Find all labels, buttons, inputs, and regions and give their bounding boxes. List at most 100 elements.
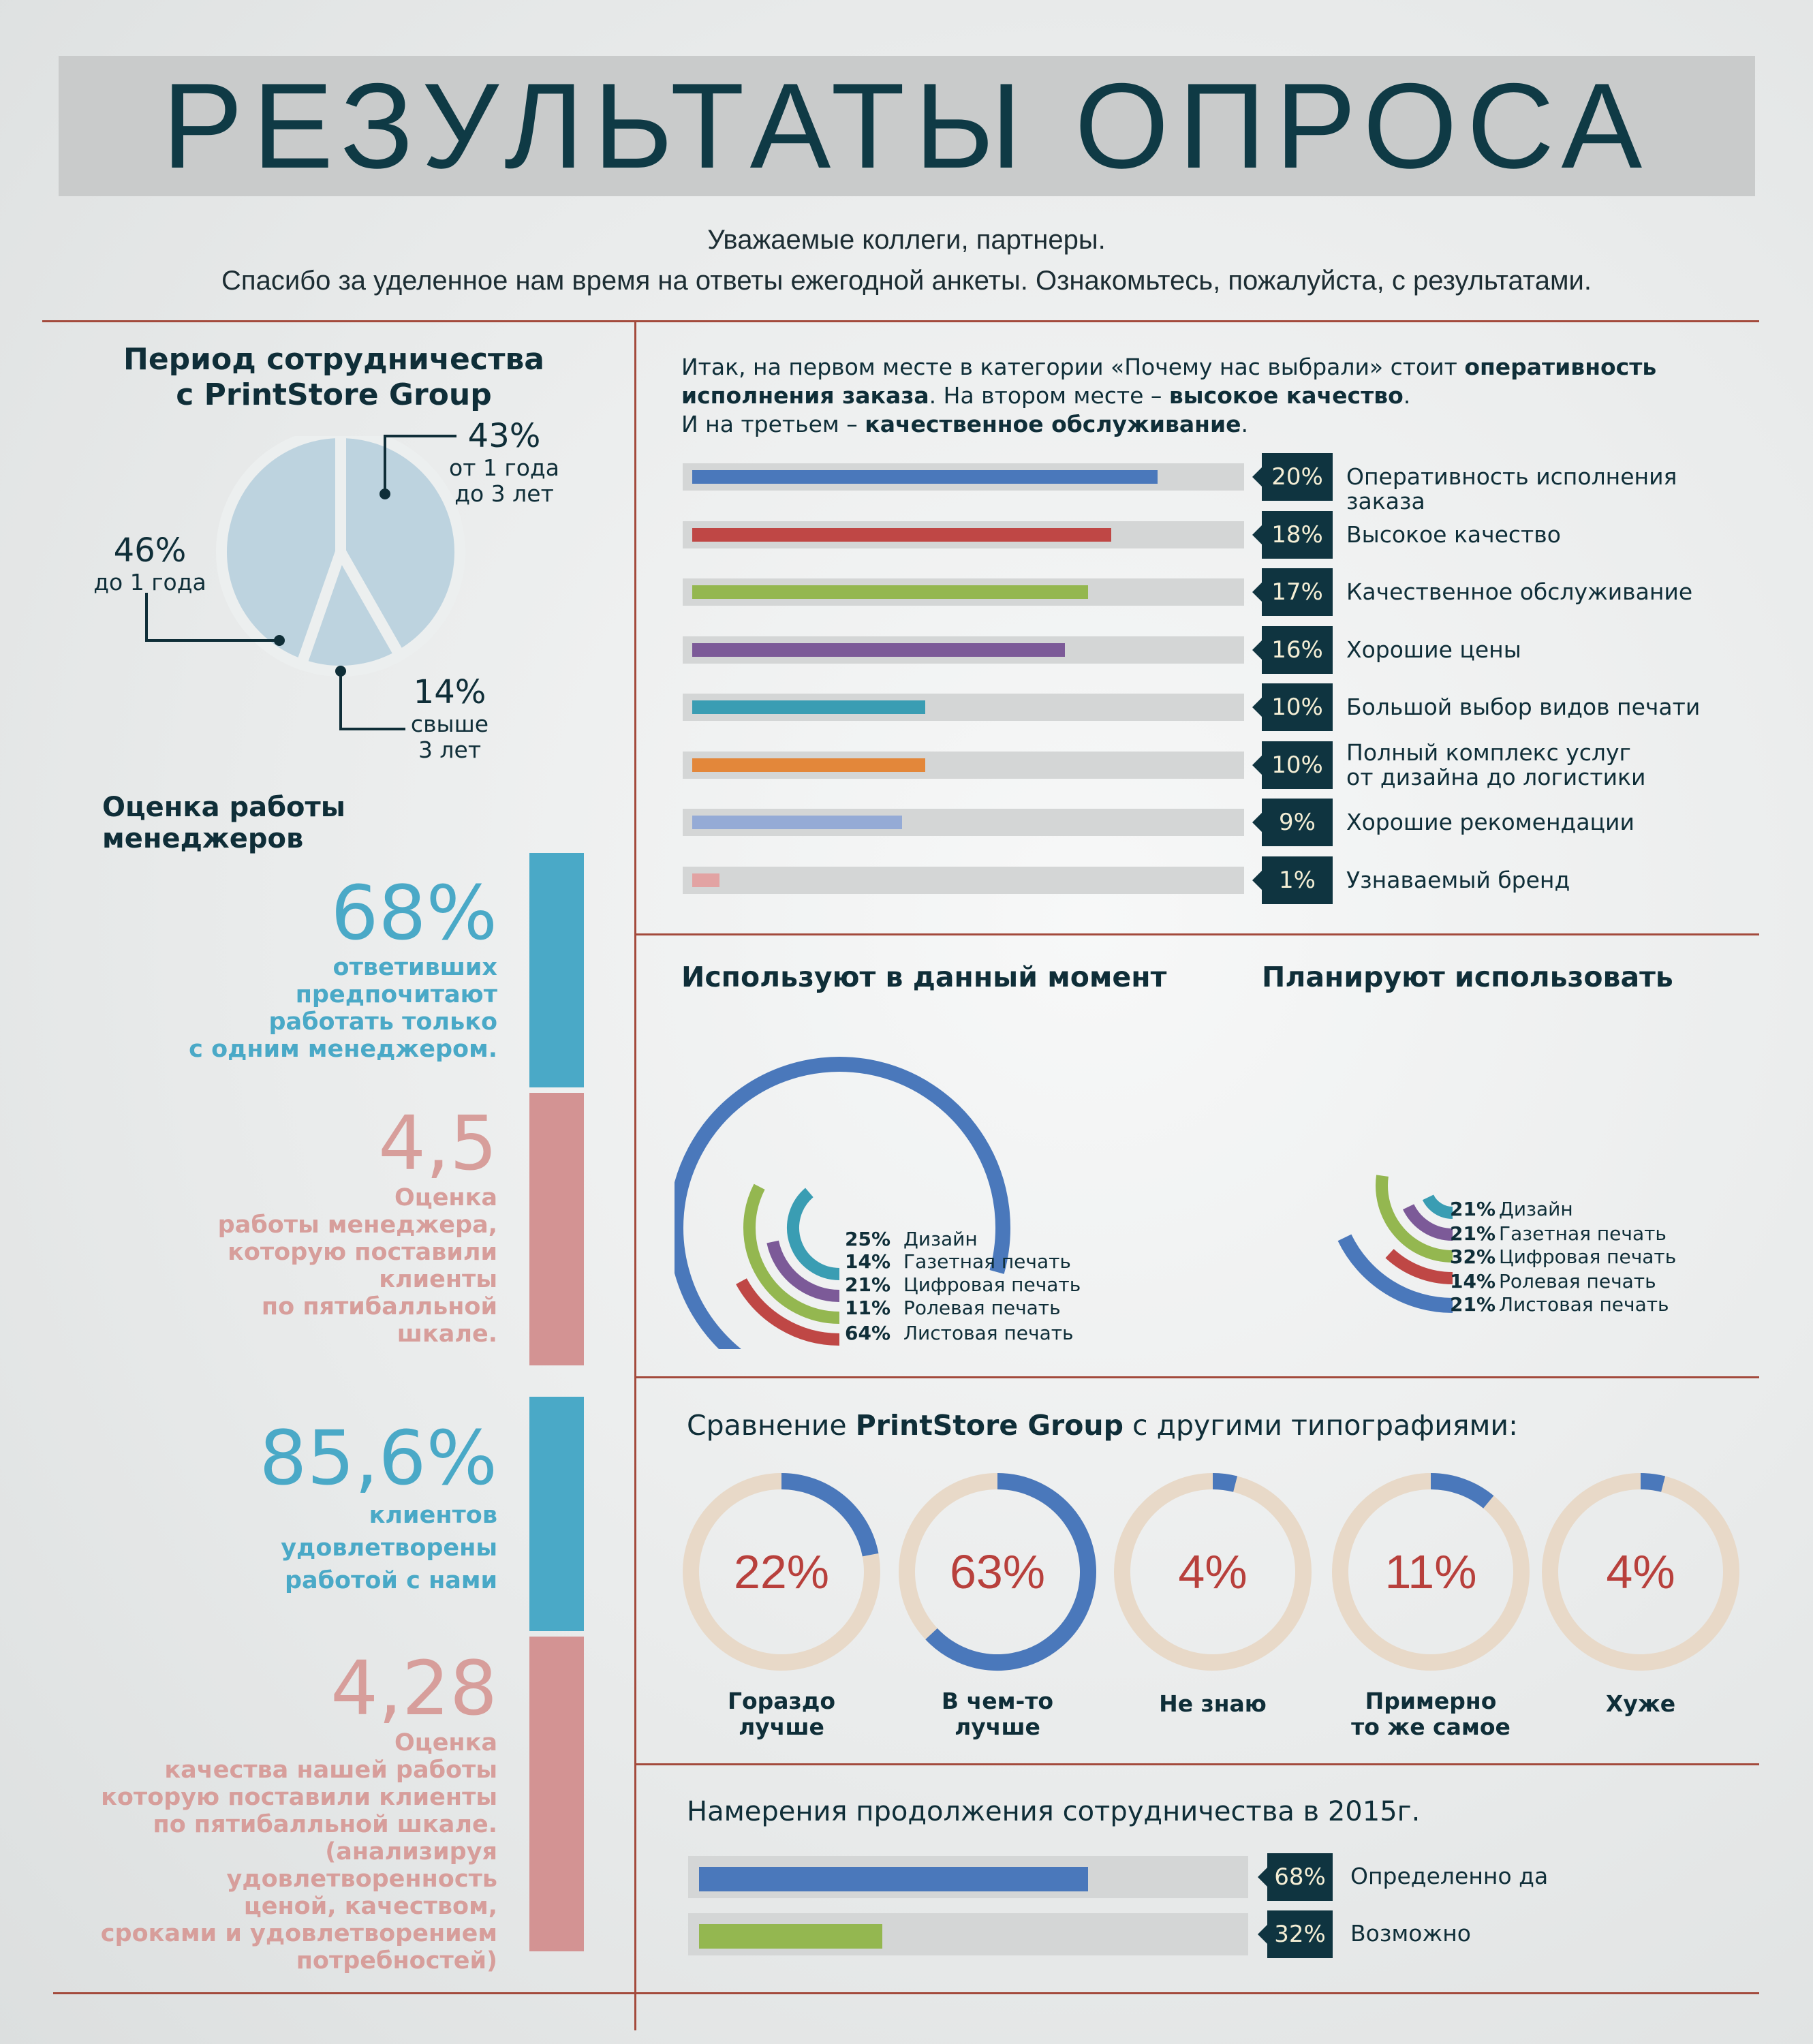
bar-label-line: Высокое качество (1346, 521, 1561, 548)
bar-label-line: Хорошие цены (1346, 636, 1521, 663)
why-text-a: Итак, на первом месте в категории «Почем… (681, 354, 1465, 380)
bar-label-line: Качественное обслуживание (1346, 578, 1693, 605)
stat-block-1: 68% ответивших предпочитают работать тол… (102, 872, 497, 1063)
planned-arc-value: 14% (1450, 1270, 1496, 1292)
compare-title-b: PrintStore Group (855, 1409, 1124, 1442)
stat-block-2: 4,5 Оценка работы менеджера, которую пос… (102, 1102, 497, 1348)
intent-tag-notch (1258, 1925, 1267, 1944)
compare-ring-pct: 63% (950, 1545, 1045, 1598)
current-arc-label: Дизайн (903, 1228, 978, 1250)
divider-bottom (53, 1992, 1759, 1994)
pie-text-46: до 1 года (93, 569, 206, 595)
compare-ring-label: Не знаю (1111, 1691, 1315, 1717)
compare-ring-pct: 22% (734, 1545, 829, 1598)
planned-arc-value: 32% (1450, 1245, 1496, 1268)
pie-text-14a: свыше (410, 711, 489, 737)
bar-value-tag: 17% (1262, 568, 1333, 616)
pie-label-46: 46% до 1 года (75, 531, 225, 595)
stat-block-3: 85,6% клиентов удовлетворены работой с н… (102, 1417, 497, 1597)
bar-label-line: Оперативность исполнения заказа (1346, 463, 1677, 514)
compare-ring-value (1212, 1473, 1238, 1492)
why-text-i: . (1241, 411, 1248, 437)
current-arc (787, 1188, 840, 1280)
intent-value-tag: 68% (1267, 1853, 1333, 1901)
bar-label: Качественное обслуживание (1346, 580, 1755, 604)
bar-label: Высокое качество (1346, 521, 1755, 548)
stat-desc-line: качества нашей работы (164, 1756, 497, 1784)
compare-chart: 22% 63% 4% 11% 4% (683, 1473, 1739, 1671)
stat-bar-1 (529, 853, 584, 1087)
bar-label: Полный комплекс услуг от дизайна до логис… (1346, 739, 1755, 790)
why-text-f: . (1403, 382, 1411, 409)
bar-label-line: Полный комплекс услуг (1346, 739, 1631, 766)
compare-ring-label: Гораздо лучше (679, 1688, 884, 1740)
why-text-g: И на третьем – (681, 411, 865, 437)
stat-desc-85-6: клиентов удовлетворены работой с нами (102, 1499, 497, 1597)
bar-tag-notch (1252, 583, 1262, 602)
compare-ring-label-line: то же самое (1351, 1714, 1510, 1740)
why-text-e: высокое качество (1168, 382, 1404, 409)
intent-bar-fill (699, 1924, 882, 1949)
stat-desc-line: которую поставили (228, 1239, 497, 1266)
divider-right-2 (634, 1376, 1759, 1378)
planned-arc-label: Ролевая печать (1499, 1270, 1656, 1292)
divider-right-1 (634, 933, 1759, 935)
compare-ring-label: В чем-то лучше (895, 1688, 1100, 1740)
compare-ring-label-line: Не знаю (1159, 1690, 1267, 1717)
current-arc-label: Листовая печать (903, 1322, 1074, 1344)
stat-desc-line: ответивших (332, 954, 497, 981)
pie-label-14: 14% свыше 3 лет (382, 673, 518, 763)
compare-ring-pct: 4% (1178, 1545, 1247, 1598)
planned-arc-value: 21% (1450, 1293, 1496, 1316)
current-arc-label: Ролевая печать (903, 1297, 1061, 1319)
why-text-b: оперативность (1464, 354, 1657, 380)
compare-ring-value (925, 1473, 1096, 1671)
bar-fill (692, 700, 925, 714)
stat-desc-line: которую поставили клиенты (101, 1784, 497, 1811)
current-arc-value: 11% (845, 1297, 890, 1319)
planned-arc-label: Цифровая печать (1499, 1245, 1676, 1268)
pie-pct-46: 46% (113, 531, 187, 570)
divider-top (42, 320, 1759, 322)
pie-pct-14: 14% (413, 673, 486, 711)
bar-label: Хорошие рекомендации (1346, 810, 1755, 835)
bar-label: Хорошие цены (1346, 636, 1755, 663)
current-arc (766, 1240, 840, 1302)
bar-fill (692, 873, 719, 887)
stat-value-4-28: 4,28 (330, 1645, 497, 1732)
stat-desc-line: сроками и удовлетворением (100, 1920, 497, 1947)
stat-desc-line: клиенты (379, 1266, 497, 1293)
intent-title: Намерения продолжения сотрудничества в 2… (687, 1796, 1421, 1827)
bar-tag-notch (1252, 755, 1262, 775)
pie-label-43: 43% от 1 года до 3 лет (436, 417, 572, 507)
intent-value-tag: 32% (1267, 1910, 1333, 1958)
period-pie-slices (216, 436, 465, 677)
stat-value-68: 68% (330, 869, 498, 957)
bar-value-tag: 10% (1262, 683, 1333, 731)
compare-ring-value (1640, 1473, 1666, 1492)
current-arc-value: 64% (845, 1322, 890, 1344)
compare-ring-label-line: Примерно (1365, 1688, 1497, 1714)
bar-fill (692, 816, 902, 829)
compare-title: Сравнение PrintStore Group с другими тип… (687, 1409, 1518, 1442)
stat-desc-4-28: Оценка качества нашей работы которую пос… (61, 1729, 497, 1975)
pie-text-43b: до 3 лет (454, 480, 554, 507)
bar-label-line: Большой выбор видов печати (1346, 694, 1701, 720)
bar-label-line: от дизайна до логистики (1346, 763, 1646, 790)
bar-value-tag: 1% (1262, 856, 1333, 904)
compare-ring-label: Примерно то же самое (1329, 1688, 1533, 1740)
planned-use-title: Планируют использовать (1262, 961, 1673, 993)
stat-desc-line: (анализируя удовлетворенность (226, 1838, 498, 1893)
bar-label: Большой выбор видов печати (1346, 695, 1755, 719)
stat-desc-line: по пятибалльной (261, 1293, 497, 1320)
planned-arc-label: Дизайн (1499, 1198, 1573, 1220)
stat-desc-68: ответивших предпочитают работать только … (102, 954, 497, 1063)
stat-desc-line: потребностей) (296, 1947, 497, 1975)
current-arc-value: 25% (845, 1228, 890, 1250)
current-arc-label: Цифровая печать (903, 1273, 1081, 1296)
planned-arc (1385, 1248, 1453, 1284)
page-title: РЕЗУЛЬТАТЫ ОПРОСА (161, 58, 1652, 193)
bar-fill (692, 642, 1065, 657)
current-arc (736, 1278, 840, 1346)
compare-ring-value (1430, 1473, 1494, 1508)
